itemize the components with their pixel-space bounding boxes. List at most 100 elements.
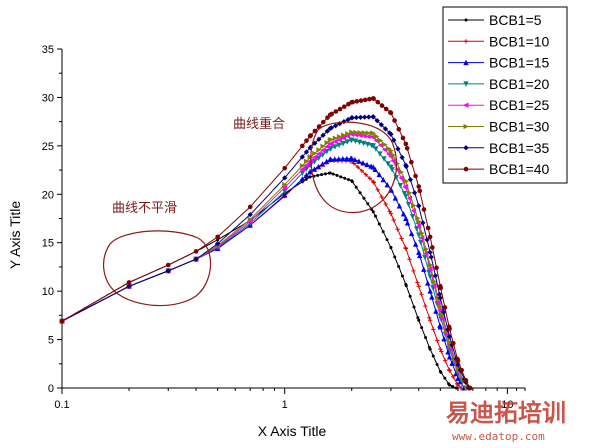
data-point	[381, 230, 385, 234]
data-point	[439, 312, 446, 318]
data-point	[431, 278, 438, 285]
data-point	[300, 143, 305, 149]
data-point	[431, 354, 435, 358]
data-point	[348, 155, 354, 161]
data-point	[373, 214, 377, 218]
data-point	[427, 288, 433, 294]
data-point	[388, 110, 393, 115]
data-point	[366, 114, 372, 120]
annotation-circle-unsmooth	[102, 230, 212, 307]
data-point	[345, 131, 351, 137]
data-point	[385, 161, 391, 167]
data-point	[446, 354, 453, 360]
data-point	[386, 145, 392, 152]
data-point	[349, 115, 355, 121]
data-point	[437, 303, 444, 310]
data-point	[450, 384, 454, 388]
data-point	[126, 280, 132, 285]
data-point	[349, 129, 355, 135]
data-point	[311, 159, 318, 165]
data-point	[397, 264, 401, 268]
data-point	[463, 81, 469, 87]
data-point	[281, 192, 288, 198]
data-point	[407, 177, 414, 183]
data-point	[379, 103, 385, 108]
data-point	[324, 128, 330, 134]
data-point	[427, 262, 433, 268]
data-point	[316, 147, 322, 153]
data-point	[403, 163, 409, 170]
data-point	[316, 136, 322, 142]
data-point	[343, 176, 347, 180]
data-point	[165, 262, 171, 268]
data-point	[337, 106, 343, 112]
data-point	[336, 134, 343, 140]
data-point	[463, 59, 469, 66]
data-point	[329, 111, 334, 117]
legend-entry: BCB1=20	[448, 76, 550, 92]
data-point	[387, 209, 392, 214]
y-ticks: 0 5 10 15 20 25 30 35	[42, 44, 62, 395]
data-point	[392, 195, 399, 201]
y-tick-label: 5	[48, 335, 54, 347]
data-point	[350, 180, 354, 184]
data-point	[454, 386, 458, 390]
data-point	[437, 322, 443, 329]
data-point	[308, 133, 314, 138]
data-point	[416, 316, 420, 320]
data-point	[377, 222, 381, 226]
data-point	[332, 135, 339, 141]
data-point	[389, 245, 393, 249]
data-point	[394, 166, 400, 173]
data-point	[299, 154, 305, 160]
data-point	[385, 238, 389, 242]
data-point	[415, 280, 420, 285]
data-point	[400, 211, 407, 217]
legend-entry: BCB1=15	[448, 55, 550, 71]
data-point	[429, 294, 435, 300]
data-point	[247, 212, 253, 218]
data-point	[282, 181, 288, 188]
data-point	[341, 104, 347, 109]
data-point	[416, 284, 421, 289]
data-point	[417, 252, 423, 259]
annotation-unsmooth-label: 曲线不平滑	[112, 201, 177, 216]
data-point	[391, 217, 396, 223]
data-point	[303, 166, 310, 172]
series-bcb1-40	[59, 96, 473, 391]
data-point	[439, 349, 444, 354]
data-point	[312, 150, 318, 157]
data-point	[328, 145, 334, 152]
data-point	[411, 202, 417, 209]
data-point	[282, 175, 288, 181]
data-point	[383, 106, 389, 112]
data-point	[358, 191, 362, 195]
data-point	[463, 123, 469, 130]
data-point	[365, 133, 371, 140]
data-point	[59, 318, 65, 324]
legend-entry: BCB1=40	[448, 161, 550, 177]
data-point	[339, 175, 343, 179]
data-point	[441, 335, 447, 342]
data-point	[331, 172, 335, 176]
data-point	[393, 255, 397, 259]
data-point	[425, 225, 431, 231]
series-layer	[59, 96, 473, 391]
y-tick-label: 25	[42, 141, 54, 153]
data-point	[352, 156, 358, 163]
data-point	[360, 140, 367, 147]
data-point	[346, 101, 351, 107]
data-point	[215, 234, 220, 240]
data-point	[411, 268, 416, 274]
legend-label: BCB1=40	[489, 161, 550, 177]
data-point	[352, 138, 359, 144]
data-point	[434, 265, 439, 271]
legend-label: BCB1=15	[489, 55, 550, 71]
data-point	[315, 155, 322, 162]
data-point	[365, 130, 372, 136]
data-point	[332, 156, 338, 162]
data-point	[361, 130, 368, 136]
data-point	[395, 227, 400, 232]
data-point	[311, 166, 318, 172]
